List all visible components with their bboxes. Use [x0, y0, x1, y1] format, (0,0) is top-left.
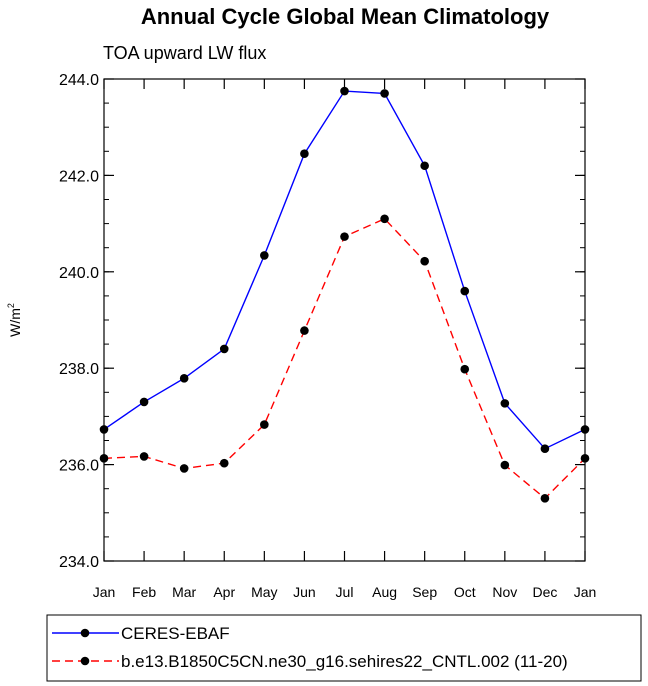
- legend-label: CERES-EBAF: [121, 624, 230, 643]
- y-tick-label: 244.0: [59, 72, 99, 89]
- y-axis-label: W/m2: [6, 303, 23, 337]
- data-point: [179, 464, 189, 473]
- series-line: [103, 90, 586, 450]
- x-tick-label: Nov: [492, 584, 517, 600]
- data-point: [500, 460, 510, 470]
- x-tick-label: Apr: [213, 584, 235, 600]
- x-tick-label: Aug: [372, 584, 397, 600]
- x-tick-label: Jan: [93, 584, 116, 600]
- legend-box: [46, 614, 642, 682]
- x-tick-label: Jul: [336, 584, 354, 600]
- data-point: [500, 399, 510, 408]
- legend-marker: [80, 628, 90, 638]
- y-tick-label: 234.0: [59, 554, 99, 571]
- data-point: [219, 344, 229, 354]
- data-point: [260, 420, 269, 429]
- x-tick-label: Feb: [132, 584, 156, 600]
- plot-frame: [103, 78, 586, 562]
- data-point: [540, 494, 550, 503]
- x-tick-label: Oct: [454, 584, 476, 600]
- data-point: [300, 149, 309, 159]
- chart-title: Annual Cycle Global Mean Climatology: [141, 4, 550, 29]
- data-point: [420, 161, 429, 171]
- y-tick-label: 236.0: [59, 458, 99, 475]
- data-point: [460, 286, 470, 296]
- chart-subtitle: TOA upward LW flux: [103, 43, 266, 63]
- legend-label: b.e13.B1850C5CN.ne30_g16.sehires22_CNTL.…: [121, 652, 568, 671]
- data-point: [179, 374, 189, 383]
- data-point: [460, 364, 470, 374]
- y-tick-label: 242.0: [59, 168, 99, 185]
- plot-area: 234.0 236.0 238.0 240.0 242.0 244.0 Jan Feb Mar A…: [59, 72, 596, 600]
- data-point: [580, 425, 590, 434]
- data-point: [139, 397, 149, 407]
- data-point: [99, 425, 109, 434]
- y-axis-label-superscript: 2: [6, 303, 16, 308]
- x-tick-label: May: [251, 584, 277, 600]
- y-axis-label-text: W/m: [7, 308, 23, 337]
- y-tick-label: 238.0: [59, 361, 99, 378]
- data-point: [99, 454, 109, 463]
- x-tick-label: Jun: [293, 584, 316, 600]
- data-point: [540, 444, 550, 453]
- series-2: [99, 214, 590, 503]
- data-point: [420, 256, 429, 266]
- legend-marker: [80, 656, 90, 666]
- legend: CERES-EBAF b.e13.B1850C5CN.ne30_g16.sehir…: [46, 614, 642, 682]
- series-1: [99, 86, 590, 453]
- x-tick-label: Sep: [412, 584, 437, 600]
- data-point: [260, 251, 269, 260]
- data-point: [300, 326, 309, 335]
- data-point: [380, 214, 389, 224]
- data-point: [580, 454, 590, 463]
- data-point: [340, 232, 349, 241]
- data-point: [340, 86, 349, 96]
- data-point: [219, 458, 229, 468]
- x-tick-label: Dec: [532, 584, 557, 600]
- series-line: [103, 217, 586, 500]
- y-tick-label: 240.0: [59, 265, 99, 282]
- x-tick-label: Jan: [574, 584, 597, 600]
- data-point: [139, 452, 149, 461]
- data-point: [380, 89, 389, 98]
- x-tick-label: Mar: [172, 584, 196, 600]
